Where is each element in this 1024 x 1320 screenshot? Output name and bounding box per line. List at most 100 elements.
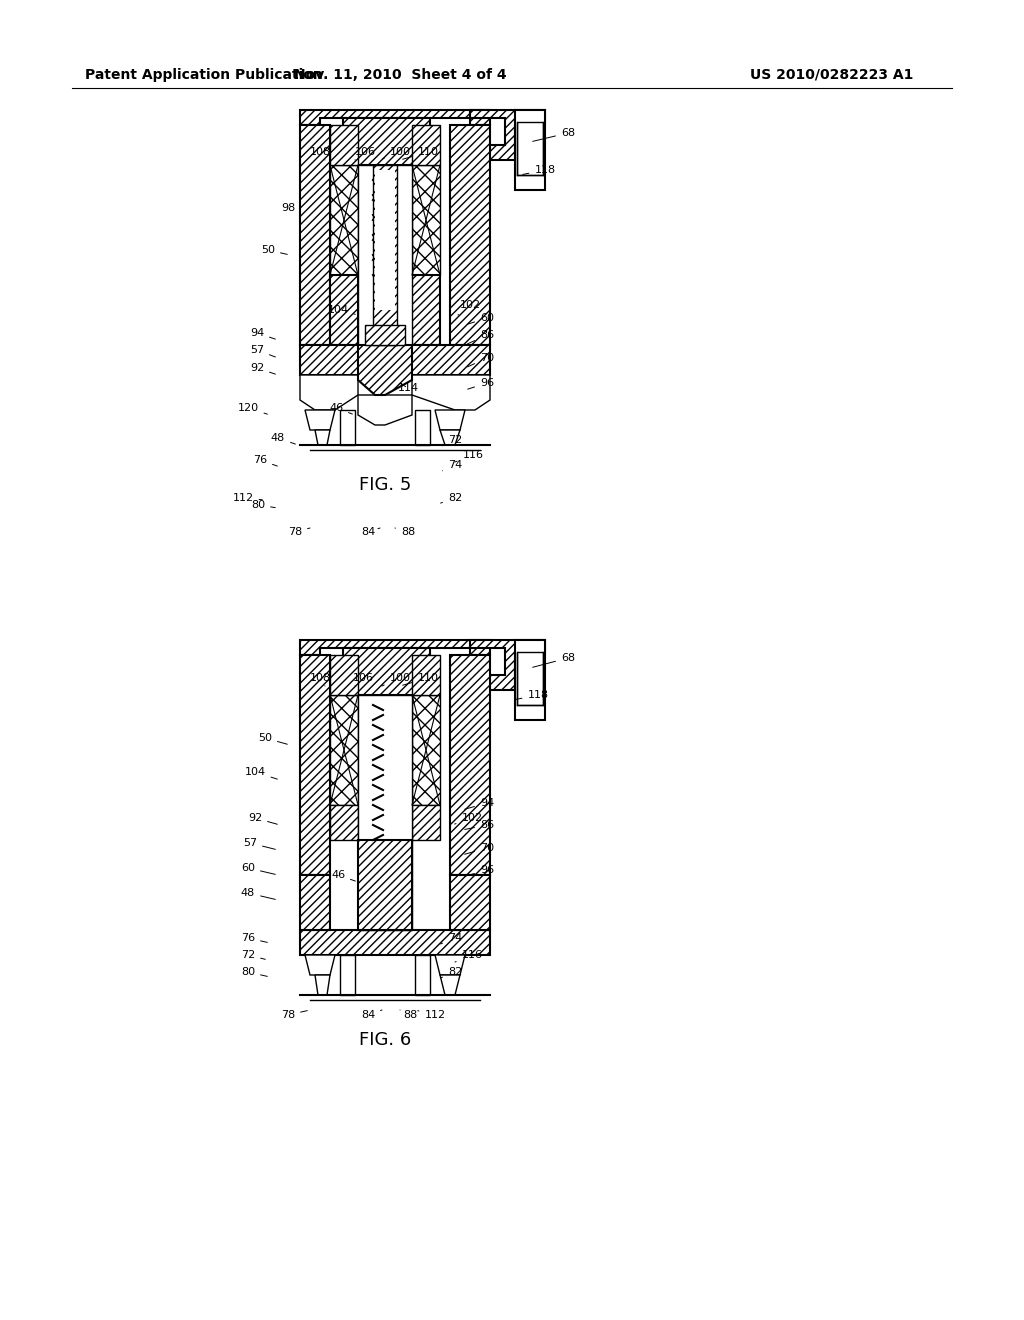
Polygon shape [315,975,330,995]
Text: 82: 82 [440,492,462,503]
Polygon shape [440,430,460,445]
Text: 46: 46 [331,870,355,880]
Text: 94: 94 [465,799,495,809]
Polygon shape [412,165,440,275]
Text: US 2010/0282223 A1: US 2010/0282223 A1 [750,69,913,82]
Text: 72: 72 [442,436,462,446]
Text: 92: 92 [250,363,275,374]
Text: 78: 78 [281,1010,307,1020]
Text: 70: 70 [468,352,494,367]
Polygon shape [470,640,545,690]
Text: 112: 112 [418,1010,445,1020]
Polygon shape [517,121,543,176]
Polygon shape [517,652,543,705]
Polygon shape [412,805,440,840]
Text: 84: 84 [360,1010,382,1020]
Text: 100: 100 [382,673,411,686]
Text: 96: 96 [465,865,494,876]
Polygon shape [330,696,358,805]
Text: 50: 50 [258,733,288,744]
Polygon shape [343,117,430,165]
Polygon shape [330,165,358,275]
Text: 78: 78 [288,527,310,537]
Text: 110: 110 [402,673,438,685]
Polygon shape [412,655,440,696]
Polygon shape [330,805,358,840]
Polygon shape [358,345,412,395]
Text: 48: 48 [241,888,275,899]
Text: 76: 76 [253,455,278,466]
Polygon shape [373,165,397,345]
Polygon shape [435,411,465,430]
Text: 110: 110 [402,147,438,160]
Text: 88: 88 [395,527,415,537]
Text: 108: 108 [309,147,331,160]
Text: 86: 86 [465,820,494,830]
Polygon shape [415,954,430,995]
Polygon shape [300,125,330,345]
Polygon shape [300,345,490,375]
Polygon shape [450,875,490,931]
Polygon shape [343,648,430,696]
Text: 70: 70 [465,843,494,854]
Text: FIG. 5: FIG. 5 [358,477,412,494]
Text: 46: 46 [329,403,352,414]
Polygon shape [450,655,490,875]
Text: 92: 92 [248,813,278,824]
Text: 72: 72 [241,950,265,960]
Text: 94: 94 [250,327,275,339]
Text: 98: 98 [281,203,300,214]
Polygon shape [375,170,395,310]
Polygon shape [330,655,358,696]
Text: FIG. 6: FIG. 6 [358,1031,411,1049]
Text: 106: 106 [352,673,374,686]
Polygon shape [415,411,430,445]
Text: 57: 57 [243,838,275,849]
Polygon shape [305,954,335,975]
Text: 118: 118 [522,165,556,176]
Polygon shape [515,110,545,190]
Polygon shape [340,411,355,445]
Polygon shape [330,275,358,345]
Polygon shape [435,954,465,975]
Polygon shape [358,395,412,425]
Text: 84: 84 [360,527,380,537]
Text: 108: 108 [309,673,331,686]
Polygon shape [300,655,330,875]
Text: 68: 68 [532,128,575,141]
Text: 86: 86 [468,330,494,343]
Polygon shape [515,640,545,719]
Text: 68: 68 [532,653,575,668]
Text: 96: 96 [468,378,494,389]
Text: 74: 74 [440,933,462,944]
Polygon shape [330,125,358,165]
Polygon shape [300,931,490,954]
Text: Patent Application Publication: Patent Application Publication [85,69,323,82]
Polygon shape [305,411,335,430]
Text: 120: 120 [238,403,267,414]
Polygon shape [358,165,412,345]
Text: 48: 48 [271,433,295,444]
Text: 114: 114 [397,383,419,393]
Polygon shape [450,125,490,345]
Polygon shape [300,640,490,655]
Text: 80: 80 [241,968,267,977]
Polygon shape [300,375,358,411]
Polygon shape [300,875,330,931]
Text: 80: 80 [251,500,275,510]
Text: 100: 100 [383,147,411,158]
Text: 104: 104 [245,767,278,779]
Text: 118: 118 [516,690,549,700]
Polygon shape [358,840,412,931]
Polygon shape [412,275,440,345]
Polygon shape [412,125,440,165]
Polygon shape [340,954,355,995]
Text: 76: 76 [241,933,267,942]
Text: 60: 60 [241,863,275,874]
Text: 112: 112 [232,492,262,503]
Text: Nov. 11, 2010  Sheet 4 of 4: Nov. 11, 2010 Sheet 4 of 4 [294,69,506,82]
Text: 104: 104 [328,305,355,315]
Text: 82: 82 [440,968,462,978]
Polygon shape [470,110,545,160]
Polygon shape [315,430,330,445]
